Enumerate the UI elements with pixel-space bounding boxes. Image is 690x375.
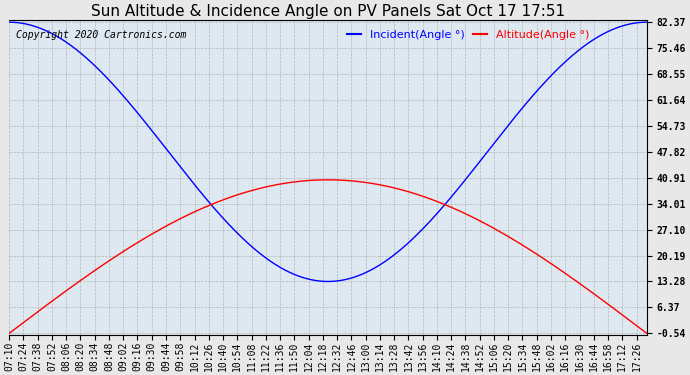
Text: Copyright 2020 Cartronics.com: Copyright 2020 Cartronics.com xyxy=(16,30,186,40)
Title: Sun Altitude & Incidence Angle on PV Panels Sat Oct 17 17:51: Sun Altitude & Incidence Angle on PV Pan… xyxy=(91,4,565,19)
Legend: Incident(Angle °), Altitude(Angle °): Incident(Angle °), Altitude(Angle °) xyxy=(343,26,593,45)
